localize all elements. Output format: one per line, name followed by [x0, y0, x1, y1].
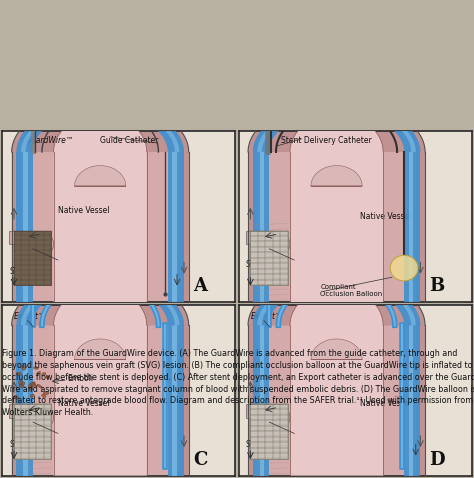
Text: Native Vessel: Native Vessel	[58, 400, 110, 408]
Ellipse shape	[14, 395, 19, 400]
Polygon shape	[248, 101, 425, 302]
Ellipse shape	[19, 384, 24, 388]
Polygon shape	[16, 152, 33, 302]
Polygon shape	[248, 152, 257, 302]
Text: Export™: Export™	[14, 313, 46, 322]
Text: Native Vessel: Native Vessel	[360, 400, 411, 408]
Text: GuardWire™: GuardWire™	[26, 136, 74, 145]
Polygon shape	[253, 326, 269, 476]
Polygon shape	[248, 274, 425, 476]
Polygon shape	[290, 288, 383, 476]
Ellipse shape	[18, 380, 23, 385]
Polygon shape	[9, 230, 40, 244]
Text: Export™: Export™	[250, 313, 283, 322]
Ellipse shape	[34, 367, 38, 369]
Polygon shape	[14, 404, 51, 458]
Polygon shape	[179, 152, 189, 302]
Text: Figure 1. Diagram of the GuardWire device. (A) The GuardWire is advanced from th: Figure 1. Diagram of the GuardWire devic…	[2, 349, 474, 417]
Text: Guide Catheter: Guide Catheter	[100, 136, 159, 145]
Polygon shape	[248, 101, 425, 152]
Ellipse shape	[28, 384, 32, 388]
Polygon shape	[246, 404, 276, 418]
Ellipse shape	[41, 372, 46, 376]
Ellipse shape	[30, 394, 34, 398]
Polygon shape	[12, 274, 189, 326]
Polygon shape	[311, 165, 362, 186]
Polygon shape	[248, 326, 257, 476]
Polygon shape	[12, 274, 189, 476]
Text: B: B	[429, 277, 444, 295]
Polygon shape	[250, 404, 288, 458]
Polygon shape	[260, 152, 264, 302]
Polygon shape	[179, 326, 189, 476]
Polygon shape	[248, 274, 425, 326]
Polygon shape	[260, 326, 264, 476]
Polygon shape	[40, 405, 54, 427]
Polygon shape	[253, 277, 420, 326]
Polygon shape	[54, 288, 147, 476]
Polygon shape	[40, 232, 54, 254]
Polygon shape	[12, 101, 189, 152]
Polygon shape	[168, 152, 184, 302]
Polygon shape	[23, 326, 28, 476]
Ellipse shape	[36, 371, 40, 375]
Text: Compliant
Occlusion Balloon: Compliant Occlusion Balloon	[320, 284, 383, 297]
Polygon shape	[12, 326, 21, 476]
Ellipse shape	[46, 376, 49, 379]
Polygon shape	[54, 114, 147, 302]
Polygon shape	[276, 405, 290, 427]
Polygon shape	[23, 152, 28, 302]
Polygon shape	[14, 230, 51, 285]
Text: SVG: SVG	[9, 267, 25, 276]
Ellipse shape	[42, 394, 46, 398]
Polygon shape	[257, 279, 416, 326]
Polygon shape	[21, 279, 179, 326]
Ellipse shape	[22, 365, 26, 370]
Polygon shape	[173, 326, 177, 476]
Polygon shape	[12, 152, 21, 302]
Text: A: A	[193, 277, 207, 295]
Ellipse shape	[16, 372, 22, 375]
Polygon shape	[250, 230, 288, 285]
Ellipse shape	[29, 386, 33, 391]
Polygon shape	[246, 230, 276, 244]
Polygon shape	[276, 232, 290, 254]
Polygon shape	[416, 152, 425, 302]
Text: Emboli: Emboli	[68, 374, 94, 383]
Polygon shape	[168, 326, 184, 476]
Ellipse shape	[32, 382, 36, 385]
Polygon shape	[404, 152, 420, 302]
Polygon shape	[16, 103, 184, 152]
Text: Stent Delivery Catheter: Stent Delivery Catheter	[281, 136, 372, 145]
Polygon shape	[416, 326, 425, 476]
Text: C: C	[193, 451, 208, 469]
Polygon shape	[74, 339, 126, 359]
Ellipse shape	[37, 384, 43, 389]
Text: Native Vessel: Native Vessel	[360, 212, 411, 221]
Polygon shape	[21, 106, 179, 152]
Polygon shape	[311, 339, 362, 359]
Text: Native Vessel: Native Vessel	[58, 206, 110, 215]
Polygon shape	[409, 152, 413, 302]
Polygon shape	[74, 165, 126, 186]
Polygon shape	[12, 101, 189, 302]
Polygon shape	[173, 152, 177, 302]
Polygon shape	[253, 152, 269, 302]
Ellipse shape	[390, 255, 418, 281]
Ellipse shape	[43, 391, 49, 395]
Polygon shape	[409, 326, 413, 476]
Polygon shape	[16, 277, 184, 326]
Ellipse shape	[21, 382, 25, 386]
Polygon shape	[253, 103, 420, 152]
Polygon shape	[404, 326, 420, 476]
Text: SVG: SVG	[246, 440, 262, 449]
Ellipse shape	[31, 382, 36, 387]
Polygon shape	[290, 114, 383, 302]
Text: D: D	[429, 451, 445, 469]
Polygon shape	[9, 404, 40, 418]
Polygon shape	[257, 106, 416, 152]
Text: SVG: SVG	[9, 440, 25, 449]
Polygon shape	[16, 326, 33, 476]
Text: SVG: SVG	[246, 260, 262, 269]
